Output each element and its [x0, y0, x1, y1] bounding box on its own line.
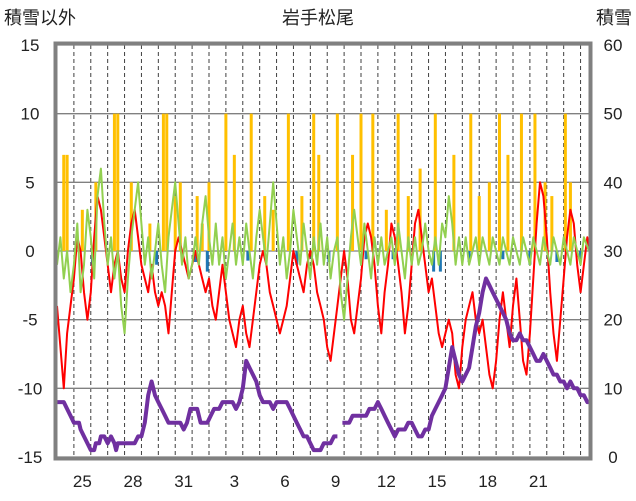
bar-mark [469, 113, 473, 252]
bar-mark [65, 154, 69, 251]
right-y-tick-labels: 60 50 40 30 20 10 0 [604, 36, 623, 467]
bar-mark [396, 113, 400, 252]
y-left-tick-label: -5 [22, 311, 37, 330]
bar-mark [438, 251, 442, 272]
bar-mark [116, 113, 120, 252]
y-left-tick-label: 0 [25, 242, 34, 261]
bar-mark [80, 209, 84, 251]
bar-mark [165, 113, 169, 252]
bar-mark [519, 113, 523, 252]
y-left-tick-label: -15 [18, 448, 43, 467]
bar-mark [295, 251, 299, 265]
bar-mark [207, 182, 211, 251]
bar-mark [579, 251, 583, 258]
bar-mark [155, 251, 159, 265]
bar-mark [487, 182, 491, 251]
bar-mark [129, 182, 133, 251]
bar-mark [317, 154, 321, 251]
bar-mark [335, 113, 339, 252]
bar-mark [555, 251, 559, 262]
y-right-tick-label: 10 [604, 379, 623, 398]
bar-mark [406, 196, 410, 251]
bar-mark [501, 251, 505, 260]
bar-mark [112, 113, 116, 252]
y-left-tick-label: -10 [18, 379, 43, 398]
bar-mark [148, 223, 152, 251]
x-tick-label: 31 [174, 472, 193, 491]
data-series [56, 113, 590, 453]
series-line [342, 276, 590, 439]
y-right-tick-label: 0 [608, 448, 617, 467]
bar-mark [271, 209, 275, 251]
bar-mark [246, 251, 250, 261]
bar-mark [506, 154, 510, 251]
bar-mark [563, 113, 567, 252]
plot-frame [53, 41, 593, 461]
series-line [56, 167, 590, 335]
left-axis-title: 積雪以外 [4, 8, 76, 29]
y-right-tick-label: 40 [604, 173, 623, 192]
bar-mark [384, 209, 388, 251]
bar-mark [477, 196, 481, 251]
y-right-tick-label: 30 [604, 242, 623, 261]
bar-mark [62, 154, 66, 251]
bar-mark [161, 113, 165, 252]
bar-mark [433, 113, 437, 252]
chart-title: 岩手松尾 [282, 8, 354, 29]
bar-mark [371, 113, 375, 252]
bar-mark [351, 154, 355, 251]
bar-mark [312, 113, 316, 252]
x-tick-label: 28 [124, 472, 143, 491]
series-line [57, 358, 338, 453]
bar-mark [173, 196, 177, 251]
bar-mark [195, 196, 199, 251]
bar-mark [224, 113, 228, 252]
left-y-tick-labels: 15 10 5 0 -5 -10 -15 [18, 36, 43, 467]
bar-mark [533, 113, 537, 252]
x-tick-label: 6 [280, 472, 289, 491]
bar-mark [232, 154, 236, 251]
bar-mark [359, 113, 363, 252]
bar-mark [452, 154, 456, 251]
bar-mark [418, 168, 422, 251]
y-right-tick-label: 60 [604, 36, 623, 55]
bar-mark [263, 196, 267, 251]
y-left-tick-label: 5 [25, 173, 34, 192]
y-left-tick-label: 10 [21, 105, 40, 124]
y-right-tick-label: 50 [604, 105, 623, 124]
bar-mark [205, 251, 209, 272]
bar-mark [497, 113, 501, 252]
bar-mark [432, 251, 436, 272]
bar-mark [193, 251, 197, 262]
y-left-tick-label: 15 [21, 36, 40, 55]
x-tick-label: 3 [230, 472, 239, 491]
bar-mark [300, 196, 304, 251]
bar-mark [200, 223, 204, 251]
x-tick-label: 21 [529, 472, 548, 491]
series-line [56, 181, 590, 390]
x-tick-label: 18 [478, 472, 497, 491]
bar-mark [364, 251, 368, 260]
bar-mark [178, 182, 182, 251]
x-tick-labels: 25 28 31 3 6 9 12 15 18 21 [73, 472, 548, 491]
bar-mark [249, 113, 253, 252]
x-tick-label: 9 [331, 472, 340, 491]
x-tick-label: 12 [377, 472, 396, 491]
bar-mark [550, 196, 554, 251]
bar-mark [286, 113, 290, 252]
x-tick-label: 15 [428, 472, 447, 491]
right-axis-title: 積雪 [596, 8, 632, 29]
x-tick-label: 25 [73, 472, 92, 491]
y-right-tick-label: 20 [604, 311, 623, 330]
